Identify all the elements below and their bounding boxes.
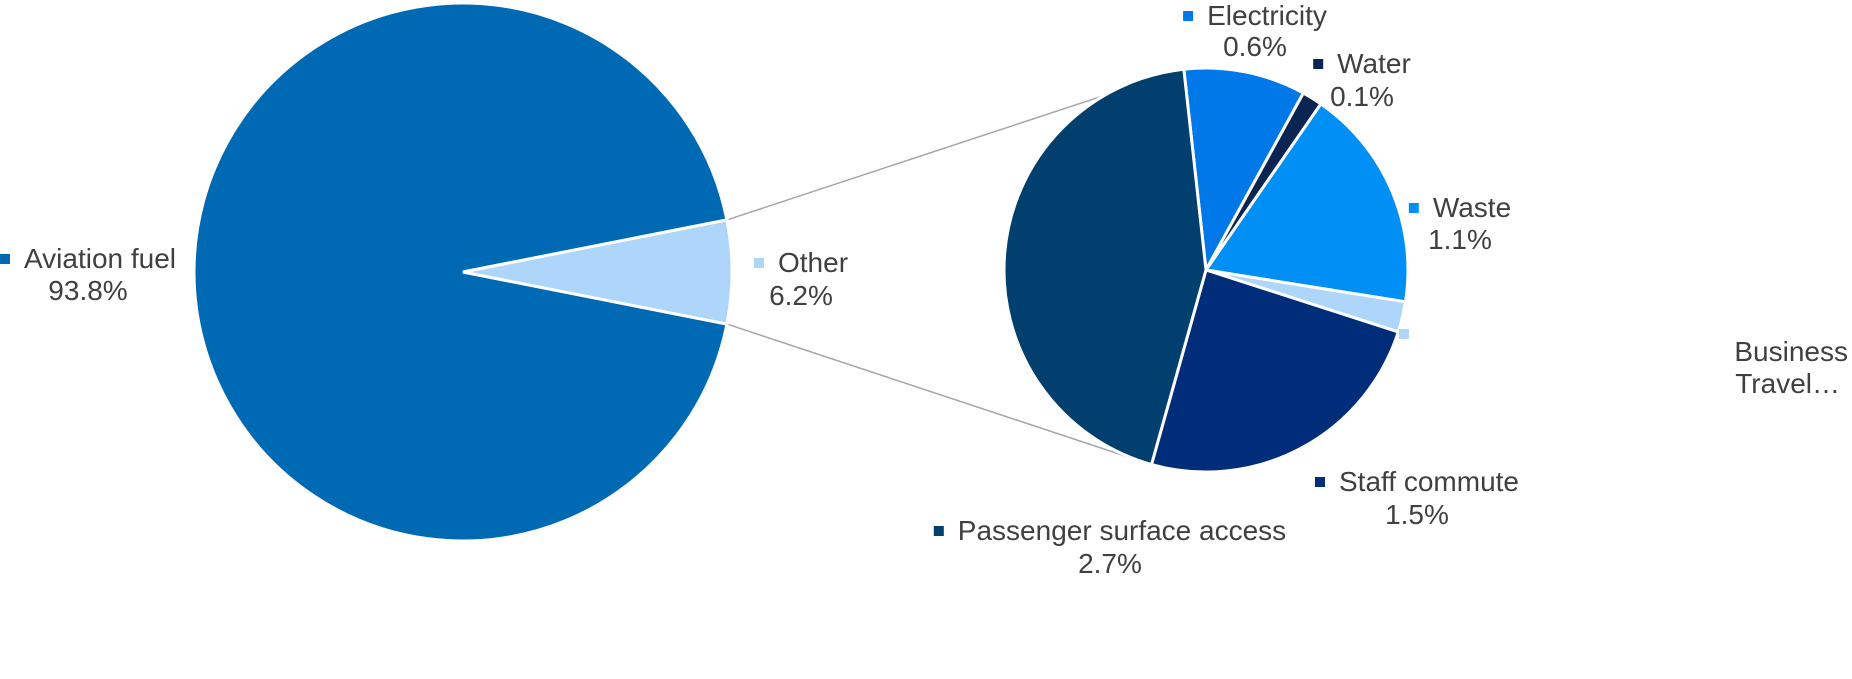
label-aviation-fuel-value: 93.8% [48, 275, 127, 306]
label-waste-category: Waste [1433, 192, 1511, 223]
label-waste-value: 1.1% [1428, 224, 1492, 255]
label-staff-commute-category: Staff commute [1339, 466, 1519, 497]
connector-bottom [726, 323, 1144, 463]
slice-passenger-surface-access [1002, 67, 1208, 467]
label-water-category: Water [1337, 48, 1411, 79]
legend-key-passenger-surface-access [933, 526, 944, 536]
label-waste: Waste [1408, 192, 1511, 223]
label-water-value: 0.1% [1330, 81, 1394, 112]
slice-aviation-fuel [192, 1, 729, 543]
label-electricity-value: 0.6% [1223, 31, 1287, 62]
label-aviation-fuel: Aviation fuel [0, 243, 176, 274]
label-water: Water [1313, 48, 1411, 79]
label-staff-commute: Staff commute [1314, 466, 1519, 497]
label-passenger-surface-access-value: 2.7% [1078, 548, 1142, 579]
legend-key-aviation-fuel [0, 254, 10, 264]
label-passenger-surface-access: Passenger surface access [933, 515, 1286, 546]
label-other-value: 6.2% [769, 280, 833, 311]
slice-staff-commute [1149, 268, 1401, 474]
slice-other [462, 218, 734, 326]
label-passenger-surface-access-category: Passenger surface access [958, 515, 1286, 546]
legend-key-electricity [1183, 11, 1194, 21]
legend-key-other [753, 258, 764, 268]
label-electricity: Electricity [1183, 0, 1327, 31]
label-other: Other [753, 247, 848, 278]
label-aviation-fuel-category: Aviation fuel [24, 243, 176, 274]
data-labels: Aviation fuel93.8%Other6.2%Electricity0.… [0, 0, 1848, 579]
label-business-travel: BusinessTravel… [1399, 329, 1848, 399]
label-business-travel-line2: Travel… [1735, 368, 1840, 399]
legend-key-water [1313, 59, 1324, 69]
main-pie [192, 1, 734, 543]
slice-waste [1203, 101, 1410, 304]
legend-key-waste [1408, 203, 1419, 213]
label-electricity-category: Electricity [1207, 0, 1327, 31]
slice-electricity [1182, 66, 1306, 275]
label-other-category: Other [778, 247, 848, 278]
legend-key-business-travel [1399, 329, 1409, 339]
legend-key-staff-commute [1314, 477, 1325, 487]
label-staff-commute-value: 1.5% [1385, 499, 1449, 530]
label-business-travel-line1: Business [1734, 336, 1848, 367]
secondary-pie [1002, 66, 1410, 474]
